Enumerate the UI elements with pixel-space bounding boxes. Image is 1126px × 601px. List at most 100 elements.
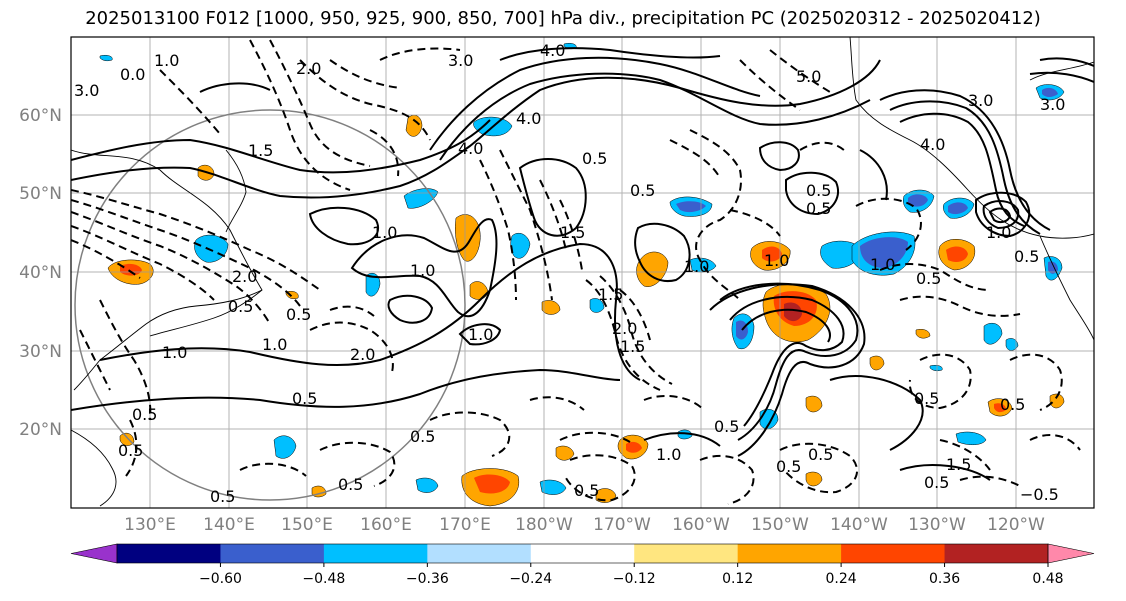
contour-label: 0.5 <box>916 269 941 288</box>
lon-label: 120°W <box>987 515 1045 535</box>
contour-label: 4.0 <box>540 41 565 60</box>
contour-label: 1.5 <box>946 455 971 474</box>
colorbar-tick-label: 0.36 <box>929 571 960 587</box>
colorbar-swatch <box>427 544 532 563</box>
lat-label: 40°N <box>19 263 62 283</box>
contour-label: 1.0 <box>162 343 187 362</box>
contour-label: 1.0 <box>656 445 681 464</box>
contour-label: 2.0 <box>350 345 375 364</box>
contour-label: 1.0 <box>262 335 287 354</box>
contour-label: 0.5 <box>574 481 599 500</box>
contour-label: 0.5 <box>1014 247 1039 266</box>
lon-label: 160°E <box>360 515 412 535</box>
contour-label: −0.5 <box>1020 485 1059 504</box>
contour-label: 0.5 <box>924 473 949 492</box>
colorbar-swatch <box>220 544 325 563</box>
colorbar-swatch <box>530 544 635 563</box>
colorbar-swatch <box>737 544 842 563</box>
colorbar-tick-label: 0.48 <box>1032 571 1063 587</box>
colorbar-swatch <box>117 544 221 563</box>
colorbar-tick-label: −0.36 <box>406 571 449 587</box>
lon-label: 180°W <box>515 515 573 535</box>
lon-label: 140°E <box>203 515 255 535</box>
contour-labels: 3.0 1.0 0.0 3.0 3.0 4.0 4.0 5.0 4.0 3.0 … <box>74 41 1065 506</box>
contour-label: 0.5 <box>776 457 801 476</box>
contour-label: 0.5 <box>410 427 435 446</box>
colorbar-swatch <box>323 544 428 563</box>
contour-label: 0.5 <box>292 389 317 408</box>
coastlines <box>71 37 1094 507</box>
contour-label: 0.5 <box>714 417 739 436</box>
latitude-labels: 60°N 50°N 40°N 30°N 20°N <box>19 106 62 440</box>
contour-label: 0.5 <box>582 149 607 168</box>
colorbar-extension-low <box>70 543 118 564</box>
contour-label: 1.0 <box>764 251 789 270</box>
contour-label: 2.0 <box>232 267 257 286</box>
contour-label: 1.0 <box>684 257 709 276</box>
colorbar-ticks: −0.60 −0.48 −0.36 −0.24 −0.12 0.12 0.24 0.36 0.4… <box>199 563 1064 587</box>
colorbar-tick-label: −0.60 <box>199 571 242 587</box>
lon-label: 170°W <box>593 515 651 535</box>
plot-frame <box>70 36 1095 509</box>
contour-label: 3.0 <box>448 51 473 70</box>
colorbar-tick-label: −0.12 <box>613 571 656 587</box>
contour-label: 1.5 <box>248 141 273 160</box>
contour-label: 0.5 <box>914 389 939 408</box>
contour-label: 0.5 <box>132 405 157 424</box>
contour-label: 1.0 <box>410 261 435 280</box>
range-circle <box>74 109 466 501</box>
colorbar-swatch <box>944 544 1049 563</box>
contour-label: 0.5 <box>1000 395 1025 414</box>
colorbar-tick-label: −0.48 <box>302 571 345 587</box>
contour-label: 1.0 <box>468 325 493 344</box>
contour-label: 0.5 <box>630 181 655 200</box>
colorbar-extension-high <box>1047 543 1095 564</box>
lon-label: 130°E <box>124 515 176 535</box>
colorbar-segments <box>70 543 1095 564</box>
contour-label: 0.5 <box>118 441 143 460</box>
colorbar-swatch <box>841 544 946 563</box>
colorbar-tick-label: −0.24 <box>509 571 552 587</box>
contour-label: 0.5 <box>338 475 363 494</box>
lon-label: 150°W <box>751 515 809 535</box>
contour-label: 1.5 <box>620 337 645 356</box>
map-title: 2025013100 F012 [1000, 950, 925, 900, 85… <box>85 8 1041 29</box>
lat-label: 30°N <box>19 342 62 362</box>
contour-label: 1.0 <box>870 255 895 274</box>
contour-label: 1.0 <box>154 51 179 70</box>
longitude-labels: 130°E 140°E 150°E 160°E 170°E 180°W 170°… <box>124 515 1045 535</box>
colorbar-swatch <box>634 544 739 563</box>
contour-label: 3.0 <box>74 81 99 100</box>
lat-label: 60°N <box>19 106 62 126</box>
contour-label: 1.5 <box>598 285 623 304</box>
lon-label: 160°W <box>672 515 730 535</box>
contour-label: 0.5 <box>806 181 831 200</box>
contour-label: 2.0 <box>296 59 321 78</box>
lon-label: 130°W <box>908 515 966 535</box>
colorbar-tick-label: 0.12 <box>722 571 753 587</box>
contour-label: 2.0 <box>612 319 637 338</box>
colorbar-tick-label: 0.24 <box>826 571 857 587</box>
contour-label: 0.5 <box>286 305 311 324</box>
contour-label: 0.0 <box>120 65 145 84</box>
colorbar-frame <box>116 543 1049 564</box>
contour-label: 4.0 <box>458 139 483 158</box>
lat-label: 50°N <box>19 184 62 204</box>
contour-label: 4.0 <box>516 109 541 128</box>
contour-label: 1.5 <box>560 223 585 242</box>
contour-label: 5.0 <box>796 67 821 86</box>
lon-label: 170°E <box>439 515 491 535</box>
lat-label: 20°N <box>19 420 62 440</box>
contour-label: 0.5 <box>228 297 253 316</box>
precipitation-shading <box>99 42 1065 507</box>
solid-contours <box>71 47 1094 481</box>
contour-label: 1.0 <box>986 223 1011 242</box>
contour-label: 0.5 <box>808 445 833 464</box>
contour-label: 4.0 <box>920 135 945 154</box>
contour-label: 1.0 <box>372 223 397 242</box>
lon-label: 150°E <box>281 515 333 535</box>
contour-label: 0.5 <box>806 199 831 218</box>
contour-label: 3.0 <box>968 91 993 110</box>
colorbar: −0.60 −0.48 −0.36 −0.24 −0.12 0.12 0.24 0.36 0.4… <box>70 543 1095 587</box>
